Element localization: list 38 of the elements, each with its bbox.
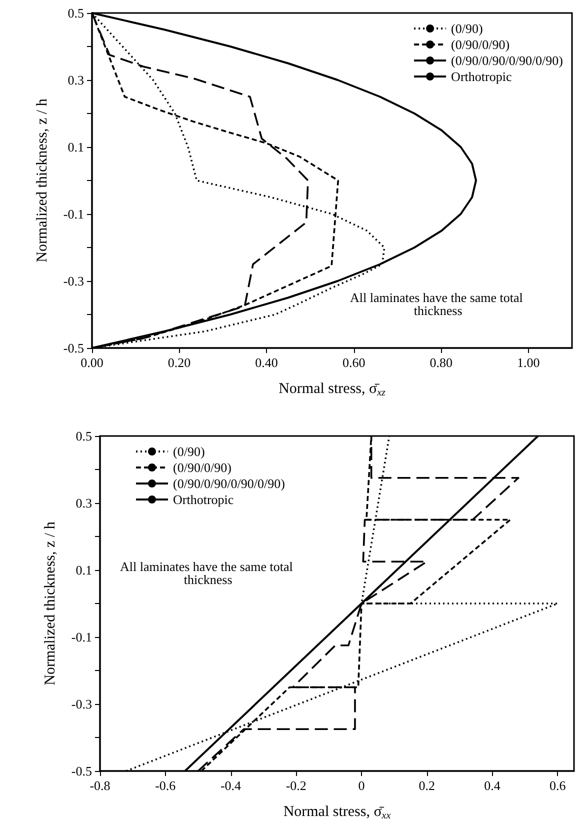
legend-label: (0/90/0/90/0/90/0/90): [451, 53, 564, 68]
y-axis-title: Normalized thickness, z / h: [34, 98, 50, 262]
x-tick-label: -0.8: [90, 778, 110, 793]
x-tick-label: -0.6: [155, 778, 176, 793]
annotation: All laminates have the same total thickness: [350, 290, 526, 318]
x-tick-label: 0.2: [418, 778, 436, 793]
x-tick-label: 0.40: [255, 355, 278, 370]
x-tick-label: 0.00: [80, 355, 104, 370]
legend-label: (0/90): [451, 21, 483, 36]
x-tick-label: -0.4: [220, 778, 242, 793]
x-tick-label: 1.00: [516, 355, 540, 370]
x-tick-label: 0.20: [168, 355, 191, 370]
legend-label: (0/90): [173, 444, 205, 459]
y-tick-label: 0.1: [76, 562, 92, 578]
y-tick-label: 0.3: [76, 496, 92, 510]
y-tick-label: -0.3: [71, 696, 92, 712]
y-tick-label: -0.1: [63, 206, 84, 222]
y-tick-label: 0.5: [68, 6, 84, 20]
legend-label: (0/90/0/90): [173, 460, 232, 475]
x-tick-label: 0.4: [484, 778, 501, 793]
legend-label: (0/90/0/90/0/90/0/90): [173, 476, 285, 491]
legend-label: Orthotropic: [451, 69, 512, 84]
y-tick-label: -0.1: [71, 630, 92, 644]
y-tick-label: 0.3: [68, 72, 84, 88]
y-tick-label: 0.5: [76, 428, 92, 444]
x-tick-label: -0.2: [286, 778, 306, 793]
legend-label: Orthotropic: [173, 492, 234, 507]
y-axis-title: Normalized thickness, z / h: [42, 521, 58, 686]
annotation: All laminates have the same total thickness: [120, 559, 296, 587]
y-tick-label: -0.3: [63, 274, 84, 288]
x-tick-label: 0.6: [550, 778, 566, 793]
x-tick-label: 0: [358, 778, 365, 793]
x-tick-label: 0.60: [342, 355, 366, 370]
y-tick-label: -0.5: [63, 340, 84, 356]
y-tick-label: -0.5: [71, 764, 92, 778]
y-tick-label: 0.1: [68, 140, 84, 154]
legend-label: (0/90/0/90): [451, 37, 510, 52]
x-tick-label: 0.80: [430, 355, 452, 370]
